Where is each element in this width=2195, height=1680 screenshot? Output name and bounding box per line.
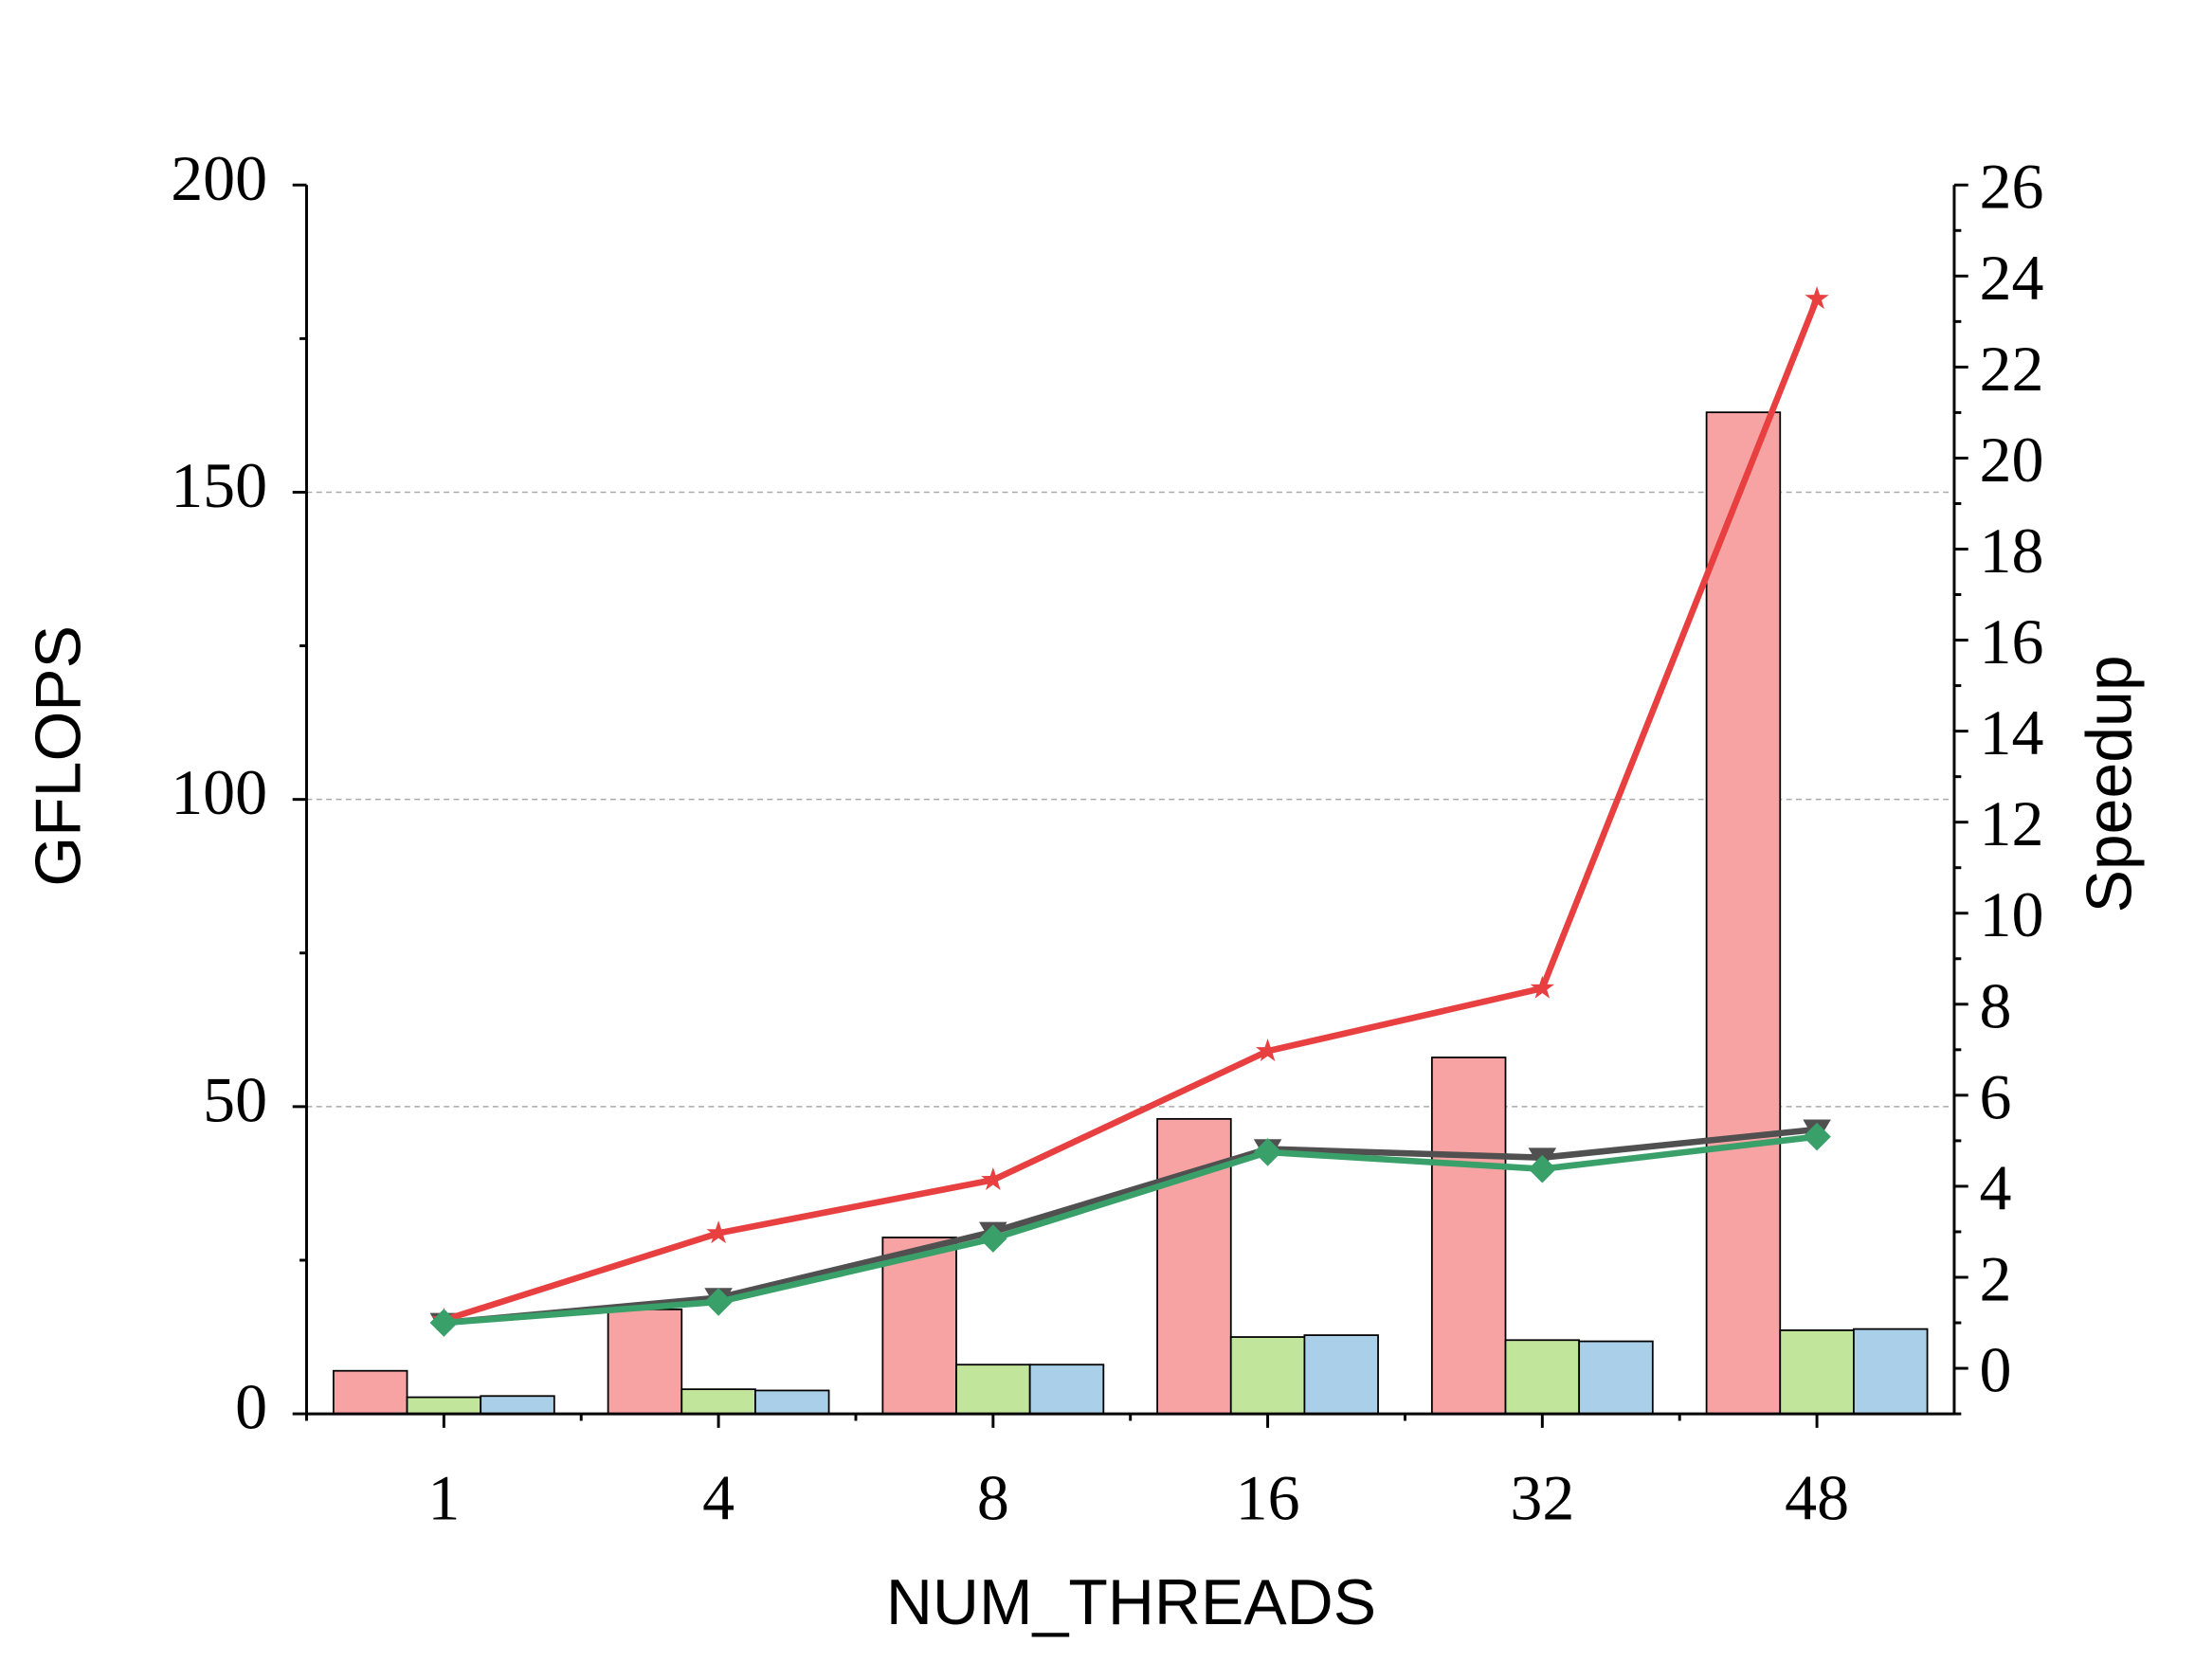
marker [981,1166,1006,1190]
bar [1504,1339,1581,1415]
bar [332,1369,408,1415]
x-axis-label: NUM_THREADS [886,1566,1376,1638]
line [444,1133,1818,1327]
y2-tick-label: 22 [1980,333,2044,405]
y-tick-label: 200 [171,142,267,214]
bar [1705,411,1782,1415]
y-tick-label: 0 [235,1371,267,1443]
bar [1779,1329,1855,1415]
bar [1578,1340,1654,1415]
y-tick-label: 150 [171,449,267,521]
y-tick-label: 100 [171,756,267,828]
marker [1805,286,1829,310]
marker [429,1309,459,1337]
x-tick-label: 16 [1236,1462,1300,1534]
y2-tick-label: 6 [1980,1060,2012,1132]
y2-axis-label: Speedup [2073,655,2145,912]
bar [680,1388,756,1415]
bar [1853,1328,1929,1415]
y2-tick-label: 10 [1980,878,2044,950]
y2-tick-label: 0 [1980,1334,2012,1406]
y2-tick-label: 4 [1980,1151,2012,1223]
bar [406,1396,482,1415]
x-tick-label: 8 [977,1462,1009,1534]
y2-tick-label: 14 [1980,696,2044,768]
y2-tick-label: 26 [1980,151,2044,223]
y2-tick-label: 24 [1980,242,2044,314]
line [444,1126,1818,1327]
marker [1803,1122,1831,1151]
y2-tick-label: 18 [1980,515,2044,587]
y2-tick-label: 2 [1980,1242,2012,1314]
bar [754,1389,830,1415]
y-tick-label: 50 [203,1063,267,1135]
bar [480,1395,555,1415]
bar [607,1308,683,1415]
y2-tick-label: 12 [1980,787,2044,859]
y2-tick-label: 20 [1980,424,2044,496]
x-tick-label: 4 [702,1462,735,1534]
bar [1229,1336,1306,1415]
y-axis-label: GFLOPS [22,625,94,887]
marker [704,1288,733,1316]
marker [706,1220,731,1244]
bar [1303,1334,1379,1415]
x-tick-label: 48 [1785,1462,1849,1534]
bar [1430,1057,1507,1415]
marker [1255,1038,1280,1062]
bar [1028,1364,1105,1415]
y2-tick-label: 16 [1980,605,2044,677]
y2-tick-label: 8 [1980,969,2012,1041]
marker [1530,975,1554,999]
bar [881,1237,957,1415]
line [443,298,1821,1324]
x-tick-label: 1 [427,1462,460,1534]
bar [955,1364,1031,1415]
x-tick-label: 32 [1510,1462,1574,1534]
